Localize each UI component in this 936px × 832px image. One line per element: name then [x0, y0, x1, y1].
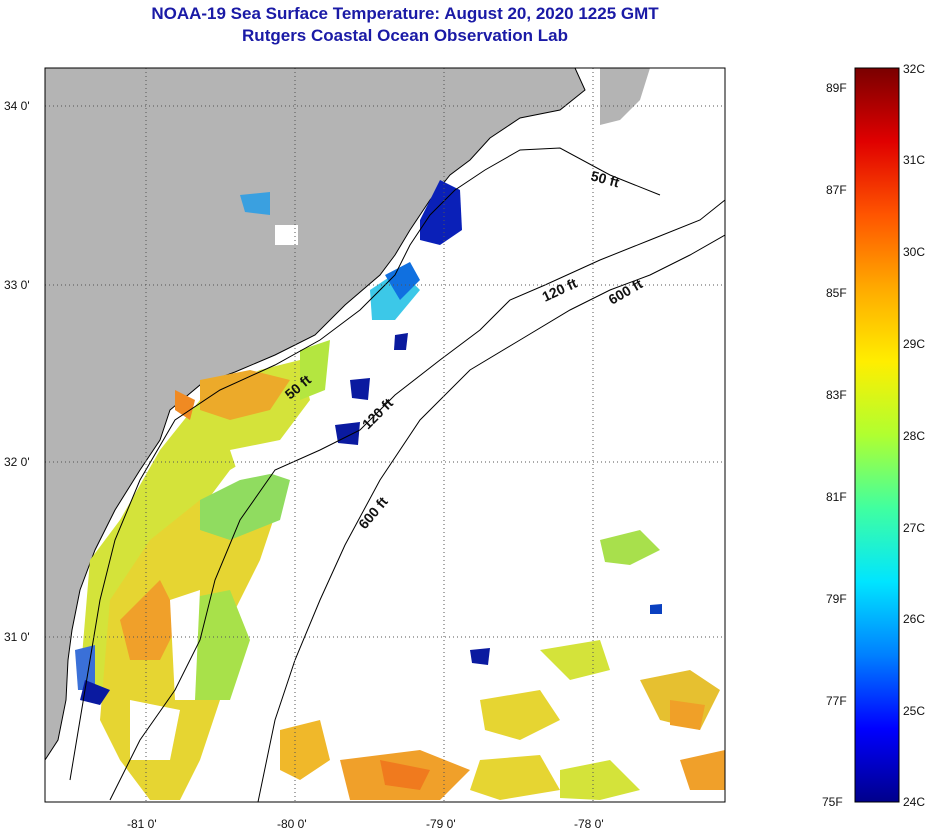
- colorbar-c-label: 28C: [903, 429, 925, 443]
- colorbar-f-label: 89F: [826, 81, 847, 95]
- colorbar-c-label: 24C: [903, 795, 925, 809]
- lat-label: 34 0': [4, 99, 30, 113]
- contour-600ft: [257, 234, 725, 802]
- lat-label: 33 0': [4, 278, 30, 292]
- colorbar-c-label: 27C: [903, 521, 925, 535]
- colorbar-f-label: 81F: [826, 490, 847, 504]
- contour-label-50ft-north: 50 ft: [589, 167, 621, 190]
- land-area-east: [600, 68, 650, 125]
- contour-120ft: [109, 199, 725, 801]
- colorbar: [854, 67, 900, 803]
- land-area: [45, 68, 585, 760]
- lon-label: -81 0': [127, 817, 157, 831]
- colorbar-c-label: 31C: [903, 153, 925, 167]
- colorbar-fahrenheit-labels: 89F 87F 85F 83F 81F 79F 77F 75F: [822, 81, 847, 809]
- colorbar-c-label: 26C: [903, 612, 925, 626]
- lon-label: -79 0': [426, 817, 456, 831]
- colorbar-c-label: 29C: [903, 337, 925, 351]
- colorbar-c-label: 30C: [903, 245, 925, 259]
- colorbar-c-label: 32C: [903, 62, 925, 76]
- lon-label: -78 0': [574, 817, 604, 831]
- colorbar-f-label: 75F: [822, 795, 843, 809]
- coastline: [45, 68, 586, 761]
- lat-lon-grid: [45, 68, 725, 802]
- colorbar-celsius-labels: 32C 31C 30C 29C 28C 27C 26C 25C 24C: [903, 62, 925, 809]
- lat-axis: 34 0' 33 0' 32 0' 31 0': [4, 99, 30, 644]
- colorbar-f-label: 83F: [826, 388, 847, 402]
- colorbar-f-label: 85F: [826, 286, 847, 300]
- lat-label: 32 0': [4, 455, 30, 469]
- lon-label: -80 0': [277, 817, 307, 831]
- map-title: NOAA-19 Sea Surface Temperature: August …: [151, 4, 659, 23]
- lat-label: 31 0': [4, 630, 30, 644]
- contour-50ft: [69, 147, 661, 781]
- colorbar-f-label: 79F: [826, 592, 847, 606]
- colorbar-c-label: 25C: [903, 704, 925, 718]
- colorbar-f-label: 87F: [826, 183, 847, 197]
- map-subtitle: Rutgers Coastal Ocean Observation Lab: [242, 26, 568, 45]
- lon-axis: -81 0' -80 0' -79 0' -78 0': [127, 817, 604, 831]
- colorbar-f-label: 77F: [826, 694, 847, 708]
